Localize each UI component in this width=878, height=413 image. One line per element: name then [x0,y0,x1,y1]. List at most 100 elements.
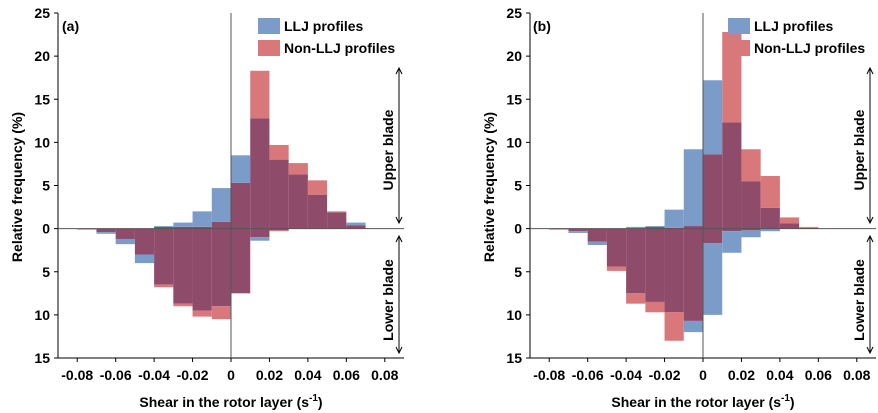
bar-llj [346,222,366,226]
bar-overlap [231,228,251,294]
bar-llj [587,241,607,246]
bar-overlap [703,154,723,229]
bar-overlap [703,228,723,244]
legend-swatch-nonllj [258,40,280,56]
y-axis-label: Relative frequency (%) [9,112,25,262]
x-tick-label: 0.04 [294,367,321,383]
bar-overlap [192,228,212,311]
bar-overlap [288,174,308,229]
bar-overlap [626,228,646,294]
arrow-head-up [395,66,403,75]
bar-llj [626,226,646,229]
bar-overlap [587,228,607,242]
bar-overlap [645,228,665,302]
y-tick-label: 5 [42,178,50,194]
bar-llj [134,254,155,264]
bar-llj [173,222,193,227]
bar-llj [568,231,588,233]
bar-overlap [606,228,627,267]
bar-overlap [683,226,703,229]
bar-overlap [211,221,231,229]
lower-blade-label: Lower blade [380,259,396,341]
legend-swatch-nonllj [728,40,750,56]
bar-nonllj [269,144,289,160]
lower-blade-label: Lower blade [851,259,867,341]
bar-llj [231,155,251,183]
x-tick-label: 0 [699,367,707,383]
x-tick-label: 0.06 [805,367,832,383]
bar-llj [741,230,761,238]
y-tick-label: 15 [506,350,522,366]
bar-overlap [741,228,761,231]
bar-llj [211,188,231,222]
bar-nonllj [741,149,761,182]
legend-swatch-llj [258,18,280,34]
y-tick-label: 10 [506,307,522,323]
bar-llj [703,80,723,155]
y-axis-label: Relative frequency (%) [481,112,497,262]
y-tick-label: 25 [506,5,522,21]
bar-nonllj [626,293,646,304]
bar-nonllj [250,70,270,119]
bar-nonllj [154,284,174,288]
legend-label-nonllj: Non-LLJ profiles [754,40,865,56]
legend: LLJ profiles Non-LLJ profiles [728,18,865,56]
x-tick-label: 0.02 [728,367,755,383]
bar-overlap [192,226,212,229]
x-axis-label: Shear in the rotor layer (s-1) [139,393,322,410]
y-tick-label: 10 [506,134,522,150]
y-tick-label: 5 [514,264,522,280]
bar-llj [722,231,742,253]
bar-nonllj [779,217,800,224]
x-tick-label: 0.08 [371,367,398,383]
bar-nonllj [173,303,193,307]
y-tick-label: 5 [42,264,50,280]
arrow-head-down [395,346,403,355]
arrow-head-down [395,216,403,225]
bar-nonllj [606,266,627,271]
y-tick-label: 15 [34,350,50,366]
upper-blade-label: Upper blade [380,109,396,190]
bar-overlap [154,228,174,285]
legend-swatch-llj [728,18,750,34]
bar-overlap [134,228,155,255]
legend-label-nonllj: Non-LLJ profiles [284,40,395,56]
arrow-head-down [866,216,874,225]
bar-overlap [96,228,116,233]
bar-overlap [211,228,231,307]
bar-overlap [741,181,761,229]
bar-nonllj [799,226,819,228]
bar-overlap [645,226,665,229]
bar-overlap [115,228,135,239]
bar-overlap [154,226,174,229]
bar-overlap [307,194,328,229]
panel-label: (b) [533,18,551,34]
x-tick-label: -0.08 [61,367,93,383]
y-tick-label: 0 [42,221,50,237]
axes: 25 20 15 10 5 0 5 10 15 -0.08 -0.06 -0.04 -0.02 0 0.02… [34,5,404,383]
bar-overlap [568,228,588,232]
x-tick-label: -0.02 [177,367,209,383]
x-tick-label: 0.08 [843,367,870,383]
y-tick-label: 25 [34,5,50,21]
bar-llj [683,320,703,333]
x-tick-label: -0.02 [649,367,681,383]
bar-llj [154,226,174,227]
bar-overlap [346,225,366,229]
bar-overlap [683,228,703,321]
bar-nonllj [288,163,308,175]
bar-overlap [173,228,193,304]
legend-label-llj: LLJ profiles [754,18,834,34]
x-tick-label: 0.06 [333,367,360,383]
x-tick-label: -0.08 [533,367,565,383]
bar-llj [760,228,780,232]
bar-nonllj [269,230,289,232]
bar-overlap [250,118,270,229]
y-tick-label: 0 [514,221,522,237]
blade-annotations: Upper blade Lower blade [380,66,403,355]
bars [77,70,366,320]
y-tick-label: 15 [34,91,50,107]
x-tick-label: -0.04 [138,367,170,383]
bar-overlap [269,228,289,231]
